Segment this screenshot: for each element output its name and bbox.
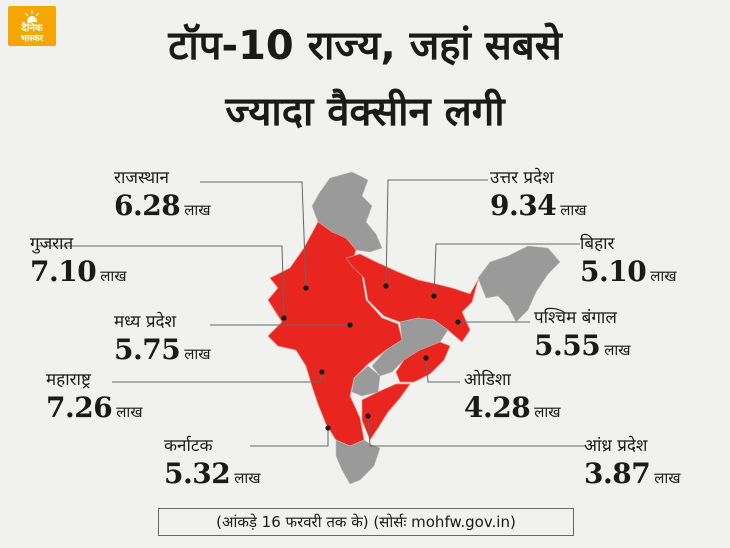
state-unit: लाख	[100, 267, 127, 285]
state-name: आंध्र प्रदेश	[584, 436, 648, 456]
state-unit: लाख	[184, 345, 211, 363]
state-unit: लाख	[650, 267, 677, 285]
label-madhya-pradesh: मध्य प्रदेश 5.75 लाख	[114, 314, 211, 364]
label-maharashtra: महाराष्ट्र 7.26 लाख	[46, 372, 143, 422]
state-value: 9.34	[490, 189, 557, 222]
source-footer: (आंकड़े 16 फरवरी तक के) (सोर्सः mohfw.go…	[158, 508, 574, 536]
state-value: 5.32	[164, 457, 231, 490]
label-rajasthan: राजस्थान 6.28 लाख	[114, 170, 211, 220]
dainik-bhaskar-logo: दैनिक भास्कर	[8, 6, 56, 46]
state-name: बिहार	[580, 234, 615, 254]
label-odisha: ओडिशा 4.28 लाख	[464, 372, 561, 422]
odisha-region	[395, 341, 451, 383]
label-bihar: बिहार 5.10 लाख	[580, 236, 677, 286]
state-name: महाराष्ट्र	[46, 370, 91, 390]
state-name: उत्तर प्रदेश	[490, 168, 554, 188]
state-unit: लाख	[604, 341, 631, 359]
state-unit: लाख	[234, 469, 261, 487]
state-value: 5.55	[534, 329, 601, 362]
state-unit: लाख	[654, 469, 681, 487]
state-value: 5.75	[114, 333, 181, 366]
sun-icon	[24, 10, 40, 22]
eastern-highlighted-region	[345, 253, 479, 343]
state-unit: लाख	[184, 201, 211, 219]
state-unit: लाख	[116, 403, 143, 421]
state-value: 3.87	[584, 457, 651, 490]
state-name: पश्चिम बंगाल	[534, 308, 617, 328]
title-line-1: टॉप-10 राज्य, जहां सबसे	[168, 23, 562, 69]
andhra-region	[361, 383, 411, 441]
title-line-2: ज्यादा वैक्सीन लगी	[225, 89, 505, 135]
north-region	[311, 171, 383, 253]
state-value: 4.28	[464, 391, 531, 424]
state-value: 6.28	[114, 189, 181, 222]
state-value: 7.10	[30, 255, 97, 288]
state-name: गुजरात	[30, 234, 74, 254]
label-andhra-pradesh: आंध्र प्रदेश 3.87 लाख	[584, 438, 681, 488]
state-name: मध्य प्रदेश	[114, 312, 177, 332]
state-name: कर्नाटक	[164, 436, 213, 456]
state-value: 5.10	[580, 255, 647, 288]
label-west-bengal: पश्चिम बंगाल 5.55 लाख	[534, 310, 631, 360]
state-value: 7.26	[46, 391, 113, 424]
label-gujarat: गुजरात 7.10 लाख	[30, 236, 127, 286]
south-grey-region	[335, 439, 381, 485]
state-unit: लाख	[534, 403, 561, 421]
state-unit: लाख	[560, 201, 587, 219]
logo-line-2: भास्कर	[20, 34, 44, 44]
state-name: ओडिशा	[464, 370, 511, 390]
state-name: राजस्थान	[114, 168, 169, 188]
northeast-region	[477, 245, 561, 323]
label-uttar-pradesh: उत्तर प्रदेश 9.34 लाख	[490, 170, 587, 220]
label-karnataka: कर्नाटक 5.32 लाख	[164, 438, 261, 488]
logo-line-1: दैनिक	[21, 23, 43, 34]
